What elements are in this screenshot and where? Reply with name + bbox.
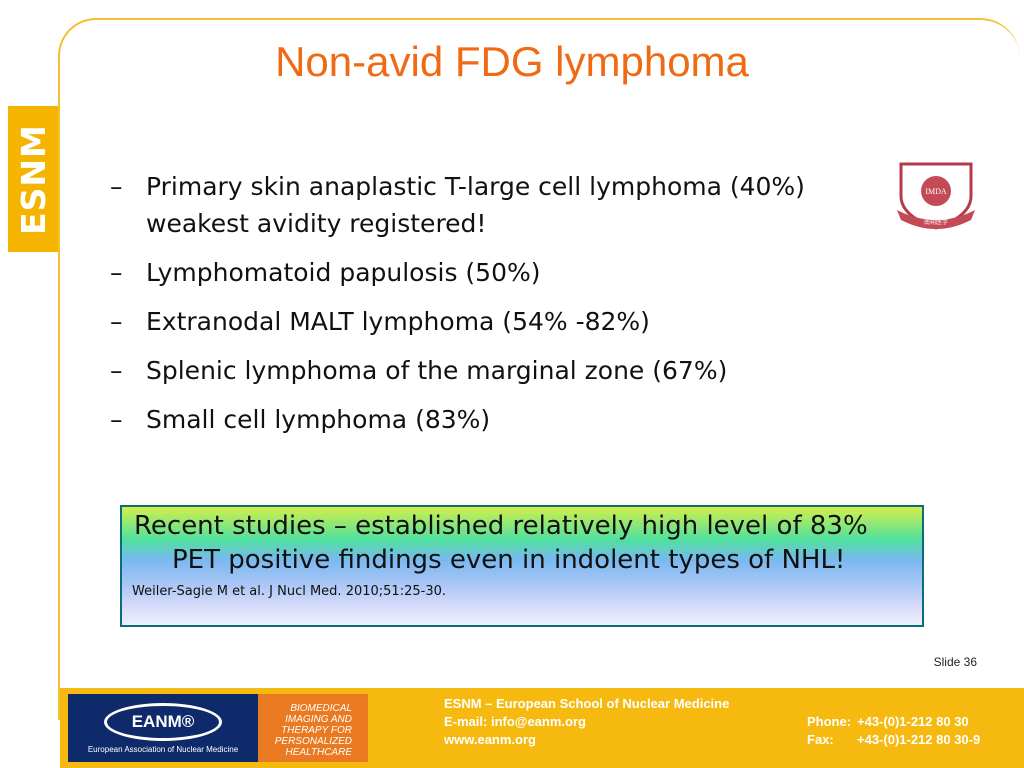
- tagline-line: BIOMEDICAL: [290, 703, 352, 714]
- note-line-2: PET positive findings even in indolent t…: [172, 545, 846, 575]
- logo-ribbon-text: 南朔医学: [924, 218, 948, 226]
- citation-box: Recent studies – established relatively …: [120, 505, 924, 627]
- tagline-line: HEALTHCARE: [285, 747, 353, 758]
- bullet-item: – Splenic lymphoma of the marginal zone (…: [110, 352, 900, 389]
- email-link[interactable]: E-mail: info@eanm.org: [444, 714, 586, 729]
- bullet-dash: –: [110, 405, 123, 434]
- biomedical-tagline: BIOMEDICAL IMAGING AND THERAPY FOR PERSO…: [258, 694, 368, 762]
- eanm-logo-subtitle: European Association of Nuclear Medicine: [87, 744, 239, 754]
- bullet-item: – Lymphomatoid papulosis (50%): [110, 254, 900, 291]
- website-link[interactable]: www.eanm.org: [444, 732, 536, 747]
- fax-label: Fax:: [807, 732, 834, 747]
- esnm-side-tab: ESNM: [8, 106, 58, 252]
- tagline-line: PERSONALIZED: [274, 736, 352, 747]
- slide-title: Non-avid FDG lymphoma: [275, 38, 749, 85]
- eanm-logo: EANM® European Association of Nuclear Me…: [68, 694, 258, 762]
- footer-school-info: ESNM – European School of Nuclear Medici…: [444, 695, 729, 749]
- bullet-text: Small cell lymphoma (83%): [146, 405, 491, 434]
- bullet-list: – Primary skin anaplastic T-large cell ly…: [110, 168, 900, 450]
- bullet-dash: –: [110, 172, 123, 201]
- footer-contact: Phone: +43-(0)1-212 80 30 Fax: +43-(0)1-…: [807, 713, 980, 749]
- phone-number: +43-(0)1-212 80 30: [857, 714, 969, 729]
- eanm-logo-text: EANM®: [104, 702, 222, 741]
- logo-text: IMDA: [925, 187, 947, 196]
- bullet-item: – Small cell lymphoma (83%): [110, 401, 900, 438]
- footer-bar: EANM® European Association of Nuclear Me…: [60, 688, 1024, 768]
- school-name: ESNM – European School of Nuclear Medici…: [444, 696, 730, 711]
- bullet-item: – Extranodal MALT lymphoma (54% -82%): [110, 303, 900, 340]
- bullet-text: Primary skin anaplastic T-large cell lym…: [146, 172, 805, 238]
- bullet-dash: –: [110, 356, 123, 385]
- slide-frame: [58, 18, 1020, 720]
- bullet-text: Lymphomatoid papulosis (50%): [146, 258, 541, 287]
- citation-text: Weiler-Sagie M et al. J Nucl Med. 2010;5…: [132, 584, 446, 599]
- note-line-1: Recent studies – established relatively …: [134, 511, 868, 541]
- phone-label: Phone:: [807, 714, 852, 729]
- bullet-dash: –: [110, 258, 123, 287]
- bullet-text: Splenic lymphoma of the marginal zone (6…: [146, 356, 728, 385]
- tagline-line: IMAGING AND: [285, 714, 352, 725]
- tagline-line: THERAPY FOR: [281, 725, 352, 736]
- bullet-dash: –: [110, 307, 123, 336]
- bullet-item: – Primary skin anaplastic T-large cell ly…: [110, 168, 900, 242]
- esnm-side-tab-label: ESNM: [13, 123, 53, 235]
- fax-number: +43-(0)1-212 80 30-9: [857, 732, 981, 747]
- bullet-text: Extranodal MALT lymphoma (54% -82%): [146, 307, 650, 336]
- imda-logo-icon: IMDA 南朔医学: [897, 162, 975, 230]
- slide-number: Slide 36: [933, 655, 977, 669]
- fax-row: Fax: +43-(0)1-212 80 30-9: [807, 731, 980, 749]
- phone-row: Phone: +43-(0)1-212 80 30: [807, 713, 980, 731]
